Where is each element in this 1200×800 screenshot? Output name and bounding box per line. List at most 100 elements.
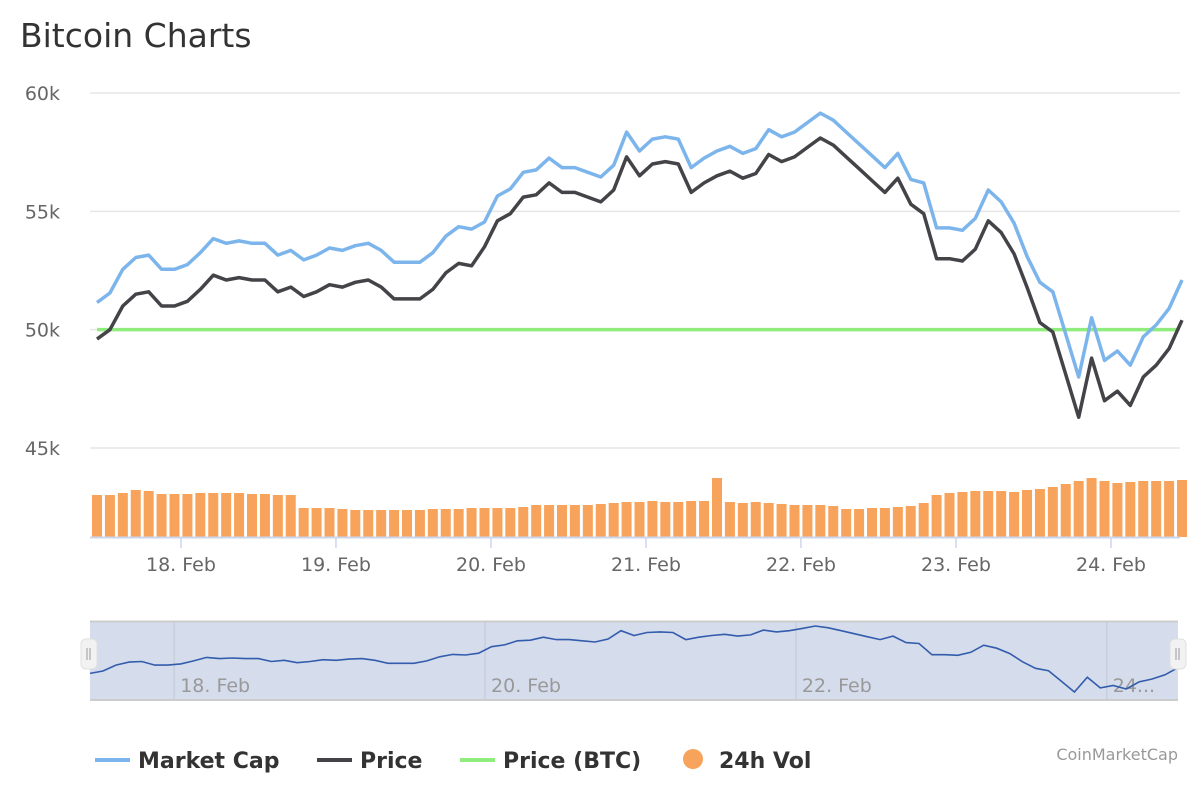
volume-bar bbox=[1177, 480, 1187, 537]
y-tick-label: 50k bbox=[25, 320, 60, 342]
volume-bar bbox=[298, 508, 309, 537]
x-tick-label: 24. Feb bbox=[1076, 554, 1146, 576]
navigator-left-handle[interactable] bbox=[80, 638, 98, 670]
volume-bar bbox=[272, 495, 283, 537]
volume-bar bbox=[143, 491, 154, 537]
volume-bar bbox=[402, 510, 412, 537]
legend-item-market-cap[interactable]: Market Cap bbox=[95, 749, 279, 774]
volume-bar bbox=[1047, 487, 1058, 537]
volume-bar bbox=[1086, 478, 1097, 537]
volume-bar bbox=[1022, 490, 1032, 537]
volume-bar bbox=[673, 502, 684, 537]
volume-bar bbox=[776, 504, 787, 537]
volume-bar bbox=[311, 508, 322, 537]
volume-bar bbox=[879, 508, 890, 537]
volume-bar bbox=[1099, 481, 1110, 537]
volume-bar bbox=[337, 509, 348, 537]
volume-bar bbox=[737, 503, 748, 537]
x-tick-label: 22. Feb bbox=[766, 554, 836, 576]
volume-bar bbox=[802, 505, 813, 537]
navigator-tick-label: 24... bbox=[1113, 675, 1155, 697]
volume-bar bbox=[621, 502, 632, 537]
volume-bar bbox=[208, 493, 219, 537]
volume-bar bbox=[247, 494, 257, 537]
volume-bar bbox=[466, 508, 477, 537]
volume-bar bbox=[492, 508, 503, 537]
volume-bar bbox=[712, 478, 722, 537]
volume-bar bbox=[130, 490, 141, 537]
navigator-right-handle[interactable] bbox=[1169, 638, 1187, 670]
volume-bar bbox=[104, 495, 115, 537]
volume-bar bbox=[931, 495, 942, 537]
x-tick-label: 21. Feb bbox=[611, 554, 681, 576]
volume-bar bbox=[324, 508, 335, 537]
legend-label: Market Cap bbox=[138, 749, 279, 774]
volume-bar bbox=[750, 502, 761, 537]
volume-bar bbox=[518, 507, 529, 537]
volume-bar bbox=[389, 510, 400, 537]
legend: Market Cap Price Price (BTC) 24h Vol bbox=[95, 749, 811, 774]
volume-bar bbox=[1034, 489, 1045, 537]
navigator-tick-label: 22. Feb bbox=[802, 675, 872, 697]
volume-bar bbox=[259, 494, 270, 537]
volume-bar bbox=[970, 491, 981, 537]
volume-bar bbox=[234, 493, 245, 537]
volume-bar bbox=[1138, 481, 1149, 537]
volume-bars bbox=[92, 478, 1187, 537]
volume-bar bbox=[1164, 481, 1175, 537]
y-tick-label: 55k bbox=[25, 201, 60, 223]
x-axis-labels: 18. Feb 19. Feb 20. Feb 21. Feb 22. Feb 23. F… bbox=[146, 537, 1146, 576]
navigator-series-line bbox=[89, 625, 1179, 694]
volume-bar bbox=[841, 509, 852, 537]
volume-bar bbox=[892, 507, 903, 537]
volume-bar bbox=[983, 491, 994, 537]
volume-bar bbox=[918, 503, 929, 537]
volume-bar bbox=[505, 508, 516, 537]
legend-item-price[interactable]: Price bbox=[317, 749, 422, 774]
volume-bar bbox=[763, 503, 774, 537]
volume-bar bbox=[195, 493, 206, 537]
volume-bar bbox=[117, 493, 128, 537]
volume-bar bbox=[660, 502, 671, 537]
volume-bar bbox=[544, 505, 555, 537]
volume-bar bbox=[828, 506, 839, 537]
credit-link[interactable]: CoinMarketCap bbox=[1056, 745, 1178, 764]
volume-bar bbox=[724, 502, 735, 537]
price-line bbox=[95, 136, 1184, 419]
volume-bar bbox=[427, 509, 438, 537]
volume-bar bbox=[595, 504, 606, 537]
x-tick-label: 18. Feb bbox=[146, 554, 216, 576]
volume-bar bbox=[686, 501, 697, 537]
volume-bar bbox=[363, 510, 374, 537]
volume-bar bbox=[453, 509, 464, 537]
x-tick-label: 19. Feb bbox=[301, 554, 371, 576]
legend-item-price-btc[interactable]: Price (BTC) bbox=[460, 749, 641, 774]
volume-bar bbox=[608, 503, 619, 537]
volume-bar bbox=[1009, 492, 1020, 537]
volume-bar bbox=[996, 491, 1007, 537]
volume-bar bbox=[1151, 481, 1162, 537]
navigator[interactable]: 18. Feb 20. Feb 22. Feb 24... bbox=[80, 620, 1187, 701]
volume-bar bbox=[1125, 482, 1136, 537]
legend-label: Price (BTC) bbox=[503, 749, 641, 774]
volume-bar bbox=[557, 505, 567, 537]
navigator-tick-label: 18. Feb bbox=[180, 675, 250, 697]
volume-bar bbox=[854, 509, 865, 537]
volume-bar bbox=[440, 509, 451, 537]
volume-bar bbox=[531, 505, 542, 537]
volume-bar bbox=[647, 501, 658, 537]
volume-bar bbox=[789, 505, 800, 537]
volume-legend-symbol bbox=[683, 749, 703, 769]
navigator-selected-range[interactable] bbox=[90, 621, 1178, 700]
chart-title: Bitcoin Charts bbox=[20, 16, 252, 55]
volume-bar bbox=[169, 494, 180, 537]
series-lines bbox=[95, 111, 1184, 419]
x-tick-label: 20. Feb bbox=[456, 554, 526, 576]
volume-bar bbox=[582, 505, 593, 537]
volume-bar bbox=[1073, 481, 1084, 537]
legend-item-24h-vol[interactable]: 24h Vol bbox=[683, 749, 811, 774]
volume-bar bbox=[569, 505, 580, 537]
volume-bar bbox=[156, 494, 167, 537]
volume-bar bbox=[92, 495, 102, 537]
